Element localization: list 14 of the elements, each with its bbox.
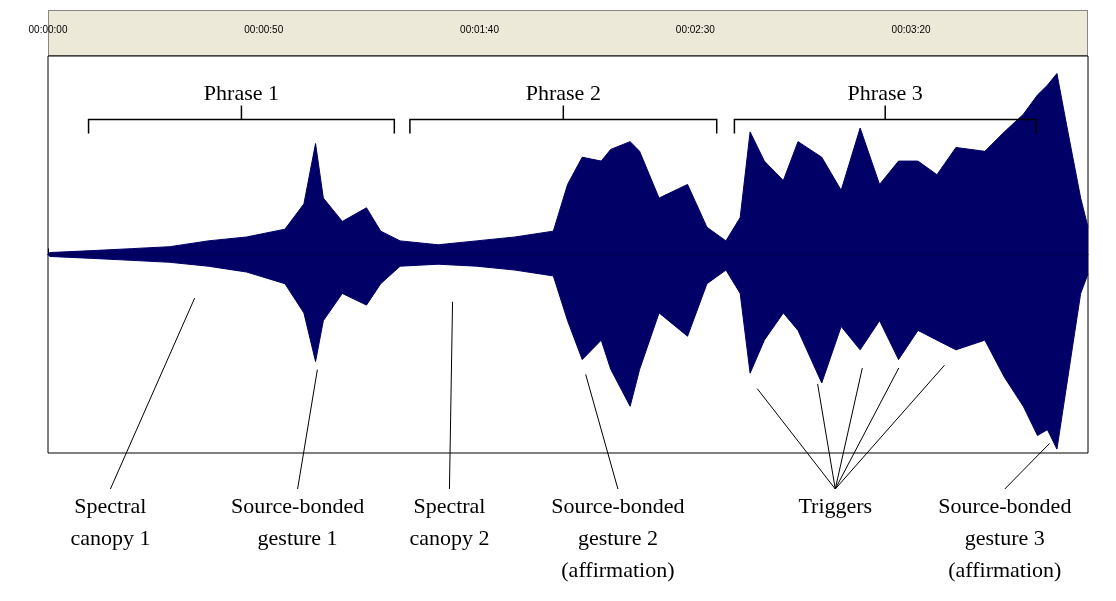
text: Spectral canopy 2	[409, 493, 490, 550]
annotation: Phrase 1	[203, 79, 280, 105]
source-note: Source-bonded gesture 2 (affirmation)	[551, 493, 685, 582]
annotation: Phrase 3	[847, 79, 923, 105]
text: Spectral canopy 1	[70, 493, 151, 550]
text: Triggers	[798, 493, 873, 518]
x-tick-label: 00:01:40	[460, 23, 500, 35]
annotation: Phrase 2	[525, 79, 601, 105]
x-tick-label: 00:03:20	[891, 23, 931, 35]
x-tick-label: 00:00:50	[244, 23, 284, 35]
x-tick-label: 00:00:00	[28, 23, 68, 35]
x-tick-label: 00:02:30	[675, 23, 716, 35]
source-note: Source-bonded gesture 3 (affirmation)	[938, 493, 1072, 582]
source-note: Source-bonded gesture 1	[231, 493, 365, 550]
